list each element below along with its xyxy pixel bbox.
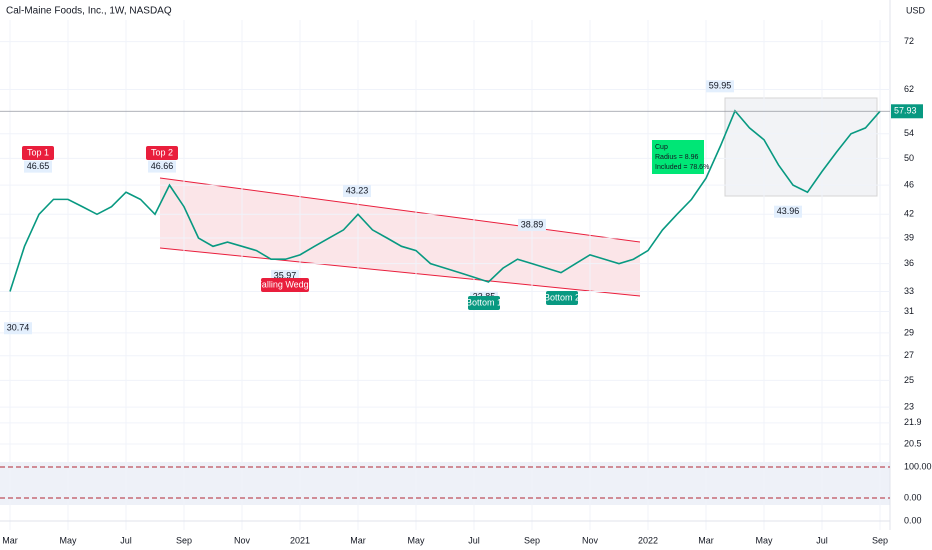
x-tick-label: Jul <box>120 535 132 545</box>
x-tick-label: Jul <box>468 535 480 545</box>
pattern-label-box <box>468 296 500 310</box>
price-label: 30.74 <box>7 323 30 333</box>
currency: USD <box>906 5 926 15</box>
y-tick-label: 21.9 <box>904 417 922 427</box>
osc-tick-label: 100.00 <box>904 461 932 471</box>
y-tick-label: 54 <box>904 128 914 138</box>
price-label: 35.97 <box>274 270 297 280</box>
price-label: 59.95 <box>709 81 732 91</box>
pattern-label-box <box>146 146 178 160</box>
price-label-box <box>148 160 176 173</box>
pattern-label: Top 2 <box>151 147 173 157</box>
wedge-area <box>160 178 640 296</box>
y-tick-label: 62 <box>904 84 914 94</box>
x-tick-label: 2022 <box>638 535 658 545</box>
x-tick-label: May <box>59 535 77 545</box>
x-tick-label: Sep <box>176 535 192 545</box>
x-tick-label: Mar <box>2 535 18 545</box>
y-tick-label: 20.5 <box>904 438 922 448</box>
pattern-label: Bottom 1 <box>466 297 502 307</box>
y-tick-label: 50 <box>904 153 914 163</box>
pattern-label: Top 1 <box>27 147 49 157</box>
cup-box <box>652 140 704 174</box>
cup-text: Included = 78.6% <box>655 164 709 171</box>
cup-text: Radius = 8.96 <box>655 154 698 161</box>
y-tick-label: 36 <box>904 258 914 268</box>
pattern-label-box <box>546 291 578 305</box>
price-label-box <box>518 218 546 231</box>
price-label-box <box>24 160 52 173</box>
y-tick-label: 72 <box>904 36 914 46</box>
price-label: 38.89 <box>521 219 544 229</box>
range-box <box>724 97 878 197</box>
oscillator-pane <box>0 462 890 505</box>
price-label-box <box>774 205 802 218</box>
x-tick-label: Sep <box>524 535 540 545</box>
pattern-label-box <box>261 278 309 292</box>
price-label: 46.66 <box>151 161 174 171</box>
x-tick-label: Jul <box>816 535 828 545</box>
y-tick-label: 46 <box>904 180 914 190</box>
y-tick-label: 29 <box>904 327 914 337</box>
y-tick-label: 33 <box>904 286 914 296</box>
y-tick-label: 39 <box>904 232 914 242</box>
pattern-label-box <box>22 146 54 160</box>
price-label: 46.65 <box>27 161 50 171</box>
x-tick-label: 2021 <box>290 535 310 545</box>
x-tick-label: Mar <box>350 535 366 545</box>
wedge-bottom <box>159 247 641 297</box>
x-tick-label: May <box>755 535 773 545</box>
price-label-box <box>4 322 32 335</box>
y-tick-label: 25 <box>904 375 914 385</box>
y-tick-label: 42 <box>904 209 914 219</box>
price-line <box>9 109 881 292</box>
hist-tick-label: 0.00 <box>904 515 922 525</box>
y-tick-label: 27 <box>904 350 914 360</box>
pattern-label: Falling Wedge <box>256 279 313 289</box>
x-tick-label: Sep <box>872 535 888 545</box>
x-tick-label: Nov <box>234 535 251 545</box>
price-label: 43.23 <box>346 185 369 195</box>
wedge-top <box>159 177 641 243</box>
last-price-label: 57.93 <box>894 106 917 116</box>
price-label-box <box>343 185 371 198</box>
y-tick-label: 23 <box>904 402 914 412</box>
x-tick-label: Mar <box>698 535 714 545</box>
price-label-box <box>706 80 734 93</box>
x-tick-label: Nov <box>582 535 599 545</box>
x-tick-label: May <box>407 535 425 545</box>
osc-tick-label: 0.00 <box>904 492 922 502</box>
chart-title: Cal-Maine Foods, Inc., 1W, NASDAQ <box>6 6 172 17</box>
pattern-label: Bottom 2 <box>544 292 580 302</box>
cup-text: Cup <box>655 144 668 151</box>
price-label: 43.96 <box>777 206 800 216</box>
y-tick-label: 31 <box>904 306 914 316</box>
last-price-tag <box>891 104 923 119</box>
